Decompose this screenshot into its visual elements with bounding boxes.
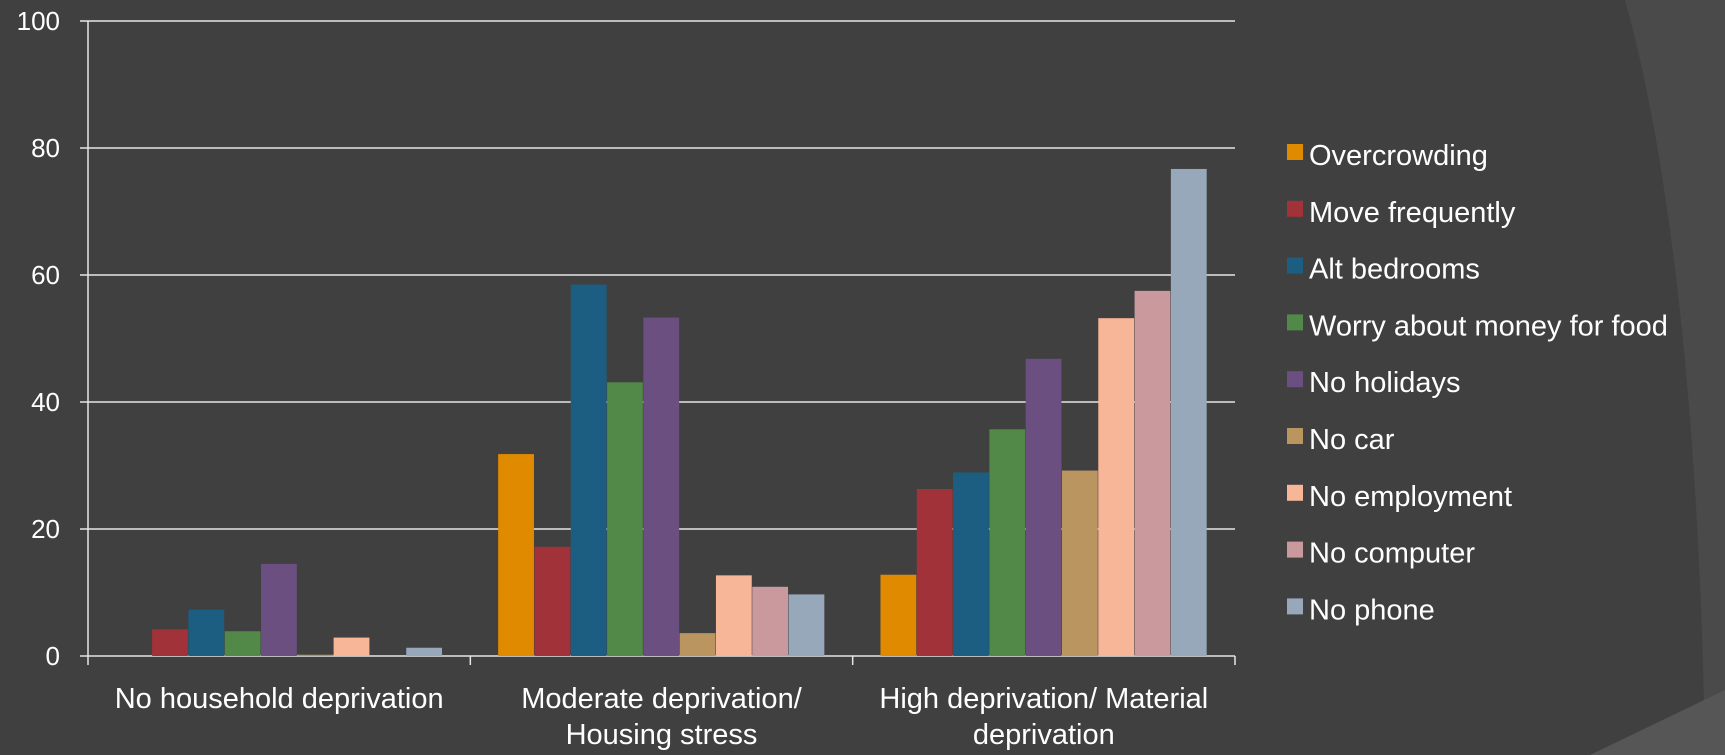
bar <box>880 574 917 656</box>
legend-item: No car <box>1287 424 1395 456</box>
y-tick-label: 40 <box>31 387 60 417</box>
bar <box>1025 358 1062 656</box>
legend-label: No car <box>1309 424 1395 456</box>
legend-swatch <box>1287 371 1303 388</box>
background-curve <box>1625 0 1725 755</box>
bar <box>715 575 752 656</box>
x-category-label-line: deprivation <box>973 719 1115 751</box>
legend-item: Alt bedrooms <box>1287 254 1480 286</box>
x-category-label-line: Housing stress <box>566 719 758 751</box>
y-tick-label: 80 <box>31 133 60 163</box>
legend-label: Overcrowding <box>1309 140 1488 172</box>
bar <box>406 647 443 656</box>
bar <box>152 629 188 656</box>
legend: Overcrowding Move frequently Alt bedrooms W… <box>1287 140 1668 626</box>
background-corner-shape <box>1590 690 1725 755</box>
bar <box>188 609 225 656</box>
bar <box>953 472 989 656</box>
x-category-label: Moderate deprivation/Housing stress <box>521 683 802 751</box>
legend-label: Alt bedrooms <box>1309 254 1480 286</box>
legend-item: Overcrowding <box>1287 140 1488 172</box>
bar <box>297 654 334 656</box>
bar <box>224 631 261 656</box>
bar <box>498 454 534 656</box>
bars <box>152 168 1207 656</box>
bar <box>333 637 370 656</box>
bar <box>1170 168 1207 656</box>
bar <box>570 284 607 656</box>
bar <box>643 317 680 656</box>
legend-item: Move frequently <box>1287 197 1516 229</box>
x-category-label-line: No household deprivation <box>115 683 444 715</box>
x-category-label-line: High deprivation/ Material <box>879 683 1208 715</box>
x-category-label-line: Moderate deprivation/ <box>521 683 802 715</box>
legend-swatch <box>1287 484 1303 501</box>
legend-label: Worry about money for food <box>1309 310 1668 342</box>
bar <box>261 563 297 656</box>
bar <box>788 594 825 656</box>
legend-swatch <box>1287 200 1303 217</box>
bar <box>1061 470 1098 656</box>
bar <box>1098 318 1135 656</box>
y-tick-label: 0 <box>46 641 60 671</box>
legend-item: No holidays <box>1287 367 1461 399</box>
legend-item: No computer <box>1287 538 1475 570</box>
legend-swatch <box>1287 541 1303 558</box>
legend-swatch <box>1287 598 1303 615</box>
bar <box>989 429 1026 656</box>
bar <box>1134 290 1171 656</box>
legend-item: No employment <box>1287 481 1512 513</box>
legend-label: No employment <box>1309 481 1512 513</box>
legend-label: Move frequently <box>1309 197 1516 229</box>
bar <box>679 633 716 656</box>
y-tick-label: 60 <box>31 260 60 290</box>
x-category-label: No household deprivation <box>115 683 444 715</box>
legend-item: No phone <box>1287 594 1435 626</box>
legend-swatch <box>1287 314 1303 331</box>
legend-swatch <box>1287 144 1303 160</box>
legend-swatch <box>1287 428 1303 444</box>
axis-labels: 0 20 40 60 80 100 No household deprivation Mode… <box>17 6 1209 751</box>
legend-label: No phone <box>1309 594 1435 626</box>
bar <box>916 488 953 656</box>
y-tick-label: 100 <box>17 6 60 36</box>
y-tick-label: 20 <box>31 514 60 544</box>
legend-label: No computer <box>1309 538 1475 570</box>
legend-item: Worry about money for food <box>1287 310 1668 342</box>
bar <box>607 382 643 656</box>
legend-swatch <box>1287 257 1303 274</box>
bar <box>534 546 571 656</box>
bar <box>752 586 789 656</box>
legend-label: No holidays <box>1309 367 1461 399</box>
x-category-label: High deprivation/ Material deprivation <box>879 683 1208 751</box>
